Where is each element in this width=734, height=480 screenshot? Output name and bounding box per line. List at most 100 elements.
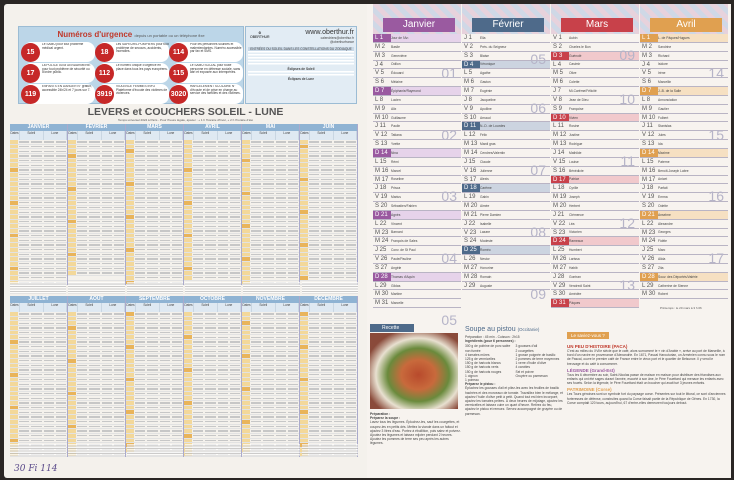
- sun-table-row: [126, 252, 183, 258]
- sun-table-row: [126, 387, 183, 392]
- ingredient: 125 g de vermicelles: [465, 357, 496, 362]
- sun-table-row: [126, 419, 183, 425]
- sun-table-row: [126, 257, 183, 262]
- sun-table-row: [126, 154, 183, 159]
- handwritten-archive-mark: 30 Fi 114: [14, 464, 58, 474]
- column-header: Soleil: [20, 303, 44, 312]
- day-row: D 21 Agnès: [373, 210, 461, 220]
- sun-table-month: NOVEMBRE Dates Soleil Lune: [242, 296, 300, 458]
- sun-table-column-headers: Dates Soleil Lune: [184, 131, 241, 140]
- column-header: Soleil: [310, 303, 334, 312]
- day-row: S 20 Sébastien/Fabien: [373, 202, 461, 211]
- sun-table-row: [184, 144, 241, 150]
- sun-table-row: [68, 363, 125, 369]
- day-number: D 14: [373, 148, 391, 157]
- sun-table-row: [68, 158, 125, 164]
- day-row: L 19 Gabin: [462, 193, 550, 203]
- month-header: Mars: [551, 4, 639, 34]
- day-row: L 26 Nestor: [462, 255, 550, 264]
- saint-name: Catherine de Sienne: [658, 283, 689, 288]
- week-number: 17: [708, 250, 724, 267]
- month-header: Avril: [640, 4, 728, 34]
- sun-table-month-header: SEPTEMBRE: [126, 296, 183, 303]
- saint-name: Souv. des Déportés/Valérie: [658, 274, 698, 279]
- sun-table-title: LEVERS et COUCHERS SOLEIL - LUNE: [87, 106, 284, 118]
- column-header: Lune: [334, 303, 357, 312]
- sun-table-row: [300, 344, 357, 350]
- day-number: V 5: [642, 70, 652, 77]
- sun-table-row: [10, 382, 67, 387]
- emergency-item: 3020 HARCÈLEMENT SCOLAIRE N° d'écoute et …: [169, 84, 243, 104]
- day-row: L 11 Rosine: [551, 122, 639, 132]
- day-number: M 31: [375, 300, 389, 307]
- saint-name: Jules: [658, 133, 666, 138]
- sun-table-row: [184, 372, 241, 378]
- day-number: S 20: [642, 203, 655, 210]
- sun-table-month: AOÛT Dates Soleil Lune: [68, 296, 126, 458]
- sun-table-row: [242, 168, 299, 173]
- saint-name: Bénédicte: [569, 168, 584, 173]
- day-number: M 27: [553, 264, 567, 271]
- column-header: Lune: [218, 131, 241, 140]
- day-number: S 20: [375, 203, 388, 210]
- saint-name: Robert: [658, 292, 668, 297]
- day-number: M 6: [464, 79, 475, 86]
- day-number: M 17: [375, 176, 389, 183]
- week-number: 02: [441, 126, 457, 143]
- day-number: V 22: [553, 220, 566, 227]
- sun-table-subtitle: Temps universel 2024 à Paris - Pour l'he…: [118, 118, 253, 122]
- emergency-item: 112 Le numéro unique d'urgence en place d…: [95, 63, 169, 83]
- saint-name: Casimir: [569, 62, 581, 67]
- day-number: J 7: [553, 88, 562, 95]
- day-row: M 13 Mardi gras: [462, 140, 550, 149]
- day-row: S 17 Alexis: [462, 176, 550, 185]
- day-number: M 24: [375, 238, 389, 245]
- day-row: M 3 Richard: [640, 52, 728, 61]
- sun-table-row: [126, 410, 183, 416]
- month-column: Mars V 1 Aubin S 2 Charles le Bon D 3 Guénolé L…: [551, 4, 639, 309]
- sun-table-row: [184, 271, 241, 276]
- sun-table-row: [242, 275, 299, 281]
- day-number: J 21: [553, 211, 565, 218]
- day-row: D 28 Souv. des Déportés/Valérie: [640, 272, 728, 282]
- saint-name: Benoît-Joseph Labre: [658, 168, 689, 173]
- saint-name: Marius: [391, 195, 401, 200]
- day-number: S 10: [464, 114, 477, 121]
- sun-table-row: [242, 382, 299, 387]
- saint-name: Charles le Bon: [569, 44, 591, 49]
- sun-table-row: [242, 433, 299, 439]
- day-row: V 9 Apolline: [462, 105, 550, 114]
- sun-table-row: [68, 261, 125, 267]
- column-header: Lune: [218, 303, 241, 312]
- sun-table-row: [68, 243, 125, 248]
- day-number: L 26: [464, 256, 476, 263]
- week-number: 12: [619, 215, 635, 231]
- ingredient: 300 g de poitrine de porc salée non fumé…: [465, 344, 511, 353]
- day-row: M 31 Marcelle: [373, 299, 461, 309]
- saint-name: J.-B. de la Salle: [658, 88, 682, 93]
- sun-table-row: [184, 377, 241, 383]
- saint-name: Julienne: [480, 168, 493, 173]
- sun-table-row: [184, 344, 241, 350]
- sun-table-row: [184, 419, 241, 425]
- day-number: J 4: [642, 61, 651, 68]
- ingredient: 2 pommes de terre moyennes: [515, 357, 560, 362]
- day-row: L 29 Gildas: [373, 282, 461, 291]
- day-row: D 31 Pâques: [551, 299, 639, 309]
- saint-name: N.-D. de Lourdes: [480, 124, 506, 129]
- sun-table-row: [300, 266, 357, 272]
- day-row: M 24 Fidèle: [640, 237, 728, 247]
- day-number: M 9: [375, 105, 386, 112]
- sun-table-row: [68, 154, 125, 159]
- recipe-title: Soupe au pistou (Occitanie): [465, 326, 540, 333]
- day-number: D 10: [551, 113, 569, 122]
- sun-table-row: [126, 271, 183, 276]
- saint-name: Nina: [391, 150, 398, 155]
- day-number: M 24: [642, 238, 656, 245]
- sun-table-row: [10, 330, 67, 336]
- sun-table-row: [10, 271, 67, 276]
- sun-table-row: [68, 433, 125, 439]
- day-row: M 28 Romain: [462, 273, 550, 282]
- sun-table-row: [68, 276, 125, 281]
- day-number: V 12: [375, 132, 388, 139]
